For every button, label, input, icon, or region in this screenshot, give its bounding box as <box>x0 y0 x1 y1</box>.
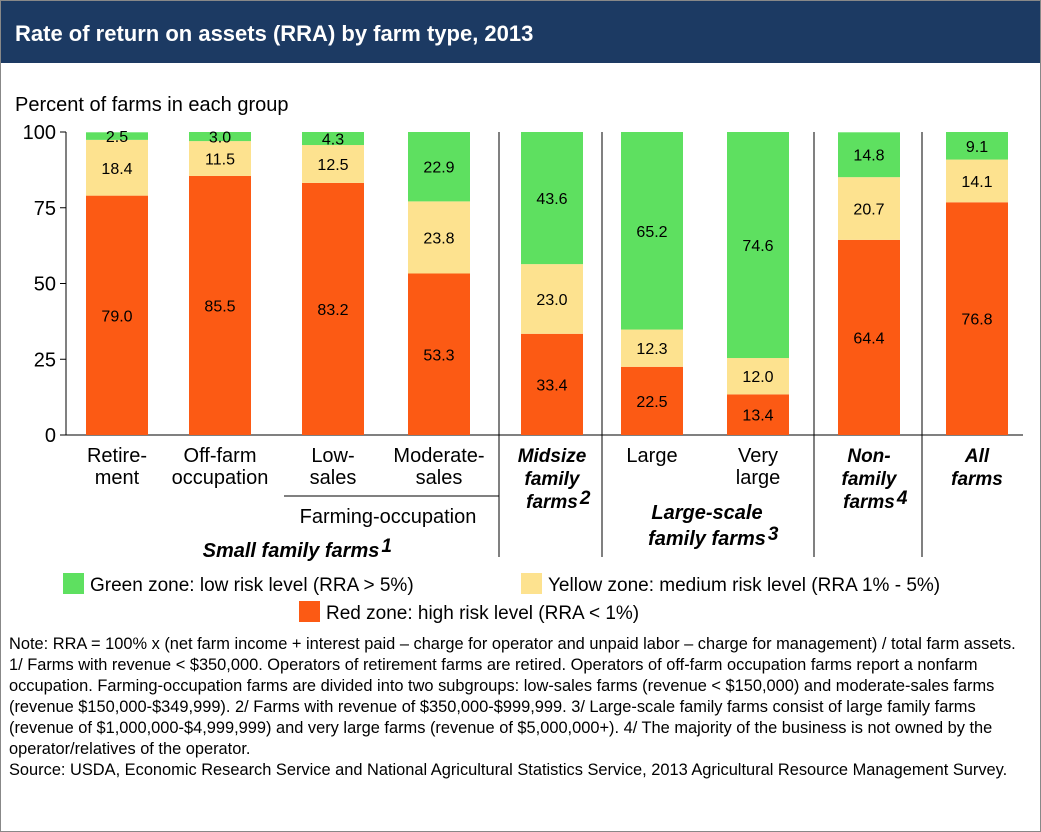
legend-swatch <box>299 601 320 622</box>
footnote-mark: 4 <box>896 488 908 509</box>
value-label: 79.0 <box>101 308 132 325</box>
x-tick-label: Off-farm occupation <box>172 445 269 489</box>
bar-segment <box>302 182 364 435</box>
value-label: 76.8 <box>961 312 992 329</box>
bar-segment <box>946 132 1008 160</box>
bar-segment <box>838 177 900 240</box>
value-label: 53.3 <box>423 347 454 364</box>
chart-title: Rate of return on assets (RRA) by farm t… <box>15 21 533 46</box>
note: Source: USDA, Economic Research Service … <box>9 761 1008 779</box>
group-label: Farming-occupation <box>300 506 477 528</box>
notes: Note: RRA = 100% x (net farm income + in… <box>9 634 1035 781</box>
bar-segment <box>521 264 583 334</box>
title-bar <box>1 1 1040 63</box>
bar-segment <box>946 202 1008 435</box>
value-label: 85.5 <box>204 298 235 315</box>
bar-segment <box>621 366 683 435</box>
footnote-mark: 2 <box>579 488 591 509</box>
value-label: 64.4 <box>853 330 884 347</box>
note: 1/ Farms with revenue < $350,000. Operat… <box>9 656 995 758</box>
value-label: 22.5 <box>636 394 667 411</box>
bar-segment <box>189 175 251 435</box>
y-tick-label: 50 <box>34 274 56 296</box>
y-tick-label: 25 <box>34 349 56 371</box>
x-tick-label: Large <box>626 445 677 467</box>
bar-segment <box>727 132 789 359</box>
bar-segment <box>86 195 148 435</box>
value-label: 33.4 <box>536 377 567 394</box>
value-label: 12.5 <box>317 157 348 174</box>
footnote-mark: 1 <box>381 536 392 557</box>
value-label: 9.1 <box>966 139 988 156</box>
bar-segment <box>189 141 251 176</box>
bar-segment <box>521 333 583 435</box>
chart: Rate of return on assets (RRA) by farm t… <box>1 1 1040 624</box>
bar-segment <box>521 132 583 265</box>
x-tick-label: Very large <box>736 445 780 489</box>
x-tick-label: All farms <box>951 446 1003 490</box>
value-label: 74.6 <box>742 238 773 255</box>
group-label: Small family farms <box>203 540 380 562</box>
x-tick-label: Non-family farms <box>842 446 898 513</box>
group-label: Large-scale family farms <box>648 502 766 550</box>
value-label: 23.0 <box>536 292 567 309</box>
value-label: 13.4 <box>742 408 773 425</box>
bar-segment <box>838 132 900 178</box>
legend-label: Green zone: low risk level (RRA > 5%) <box>90 575 414 596</box>
bar-segment <box>727 358 789 395</box>
value-label: 22.9 <box>423 160 454 177</box>
bar-segment <box>621 329 683 367</box>
legend-swatch <box>521 573 542 594</box>
value-label: 20.7 <box>853 202 884 219</box>
value-label: 83.2 <box>317 302 348 319</box>
value-label: 3.0 <box>209 130 231 147</box>
bar-segment <box>621 132 683 330</box>
y-tick-label: 100 <box>23 122 56 144</box>
legend-label: Yellow zone: medium risk level (RRA 1% -… <box>548 575 940 596</box>
bar-segment <box>189 132 251 142</box>
y-tick-label: 75 <box>34 198 56 220</box>
bar-segment <box>408 273 470 435</box>
value-label: 12.0 <box>742 369 773 386</box>
legend-label: Red zone: high risk level (RRA < 1%) <box>326 603 639 624</box>
x-tick-label: Low-sales <box>310 445 357 489</box>
bar-segment <box>86 139 148 196</box>
bar-segment <box>838 239 900 435</box>
y-tick-label: 0 <box>45 425 56 447</box>
footnote-mark: 3 <box>768 524 779 545</box>
value-label: 18.4 <box>101 161 132 178</box>
bar-segment <box>86 132 148 140</box>
value-label: 43.6 <box>536 191 567 208</box>
bar-segment <box>302 145 364 183</box>
bar-segment <box>408 132 470 202</box>
bar-segment <box>946 159 1008 203</box>
value-label: 14.8 <box>853 148 884 165</box>
x-tick-label: Midsize family farms <box>518 446 587 513</box>
value-label: 4.3 <box>322 132 344 149</box>
bar-segment <box>727 394 789 435</box>
bar-segment <box>302 132 364 146</box>
value-label: 23.8 <box>423 230 454 247</box>
value-label: 65.2 <box>636 224 667 241</box>
value-label: 12.3 <box>636 341 667 358</box>
value-label: 11.5 <box>205 152 235 169</box>
note: Note: RRA = 100% x (net farm income + in… <box>9 635 1016 653</box>
y-axis-label: Percent of farms in each group <box>15 94 288 116</box>
value-label: 2.5 <box>106 129 128 146</box>
x-tick-label: Retire-ment <box>87 445 147 489</box>
legend-swatch <box>63 573 84 594</box>
bar-segment <box>408 201 470 274</box>
value-label: 14.1 <box>961 174 992 191</box>
x-tick-label: Moderate-sales <box>393 445 484 489</box>
